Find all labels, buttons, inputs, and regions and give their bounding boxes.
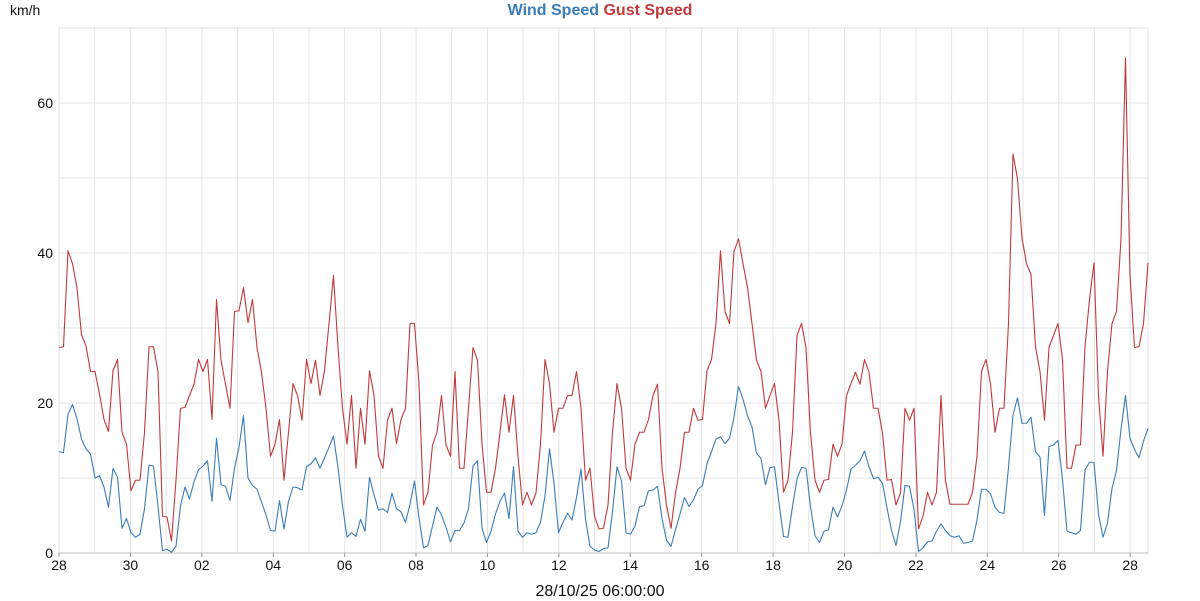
y-tick-label: 60: [37, 95, 53, 111]
chart-title: Wind Speed Gust Speed: [0, 2, 1200, 20]
x-tick-label: 18: [765, 557, 781, 573]
x-tick-label: 10: [480, 557, 496, 573]
x-tick-label: 24: [980, 557, 996, 573]
x-tick-label: 26: [1051, 557, 1067, 573]
y-axis-unit-label: km/h: [10, 2, 41, 18]
x-tick-label: 12: [551, 557, 567, 573]
x-tick-label: 16: [694, 557, 710, 573]
x-tick-label: 02: [194, 557, 210, 573]
title-wind-speed: Wind Speed: [507, 2, 600, 19]
gust-speed-line: [58, 57, 1149, 542]
x-tick-label: 04: [265, 557, 281, 573]
grid: [58, 27, 1149, 554]
axes: 0 20 40 60 28 30 02 04 06 08 10 12 14 16 18 20 22 24 26 28: [37, 95, 1148, 573]
x-tick-label: 14: [622, 557, 638, 573]
x-tick-label: 28: [1122, 557, 1138, 573]
x-tick-label: 08: [408, 557, 424, 573]
y-tick-label: 40: [37, 245, 53, 261]
plot-frame: [58, 27, 1149, 554]
title-gust-speed: Gust Speed: [603, 2, 693, 19]
series-lines: [58, 57, 1149, 553]
y-tick-label: 20: [37, 395, 53, 411]
x-tick-label: 22: [908, 557, 924, 573]
x-tick-label: 30: [123, 557, 139, 573]
wind-speed-line: [58, 385, 1149, 553]
y-tick-label: 0: [45, 545, 53, 561]
x-axis-timestamp: 28/10/25 06:00:00: [535, 583, 665, 600]
x-tick-label: 06: [337, 557, 353, 573]
x-tick-label: 20: [837, 557, 853, 573]
x-tick-label: 28: [51, 557, 67, 573]
